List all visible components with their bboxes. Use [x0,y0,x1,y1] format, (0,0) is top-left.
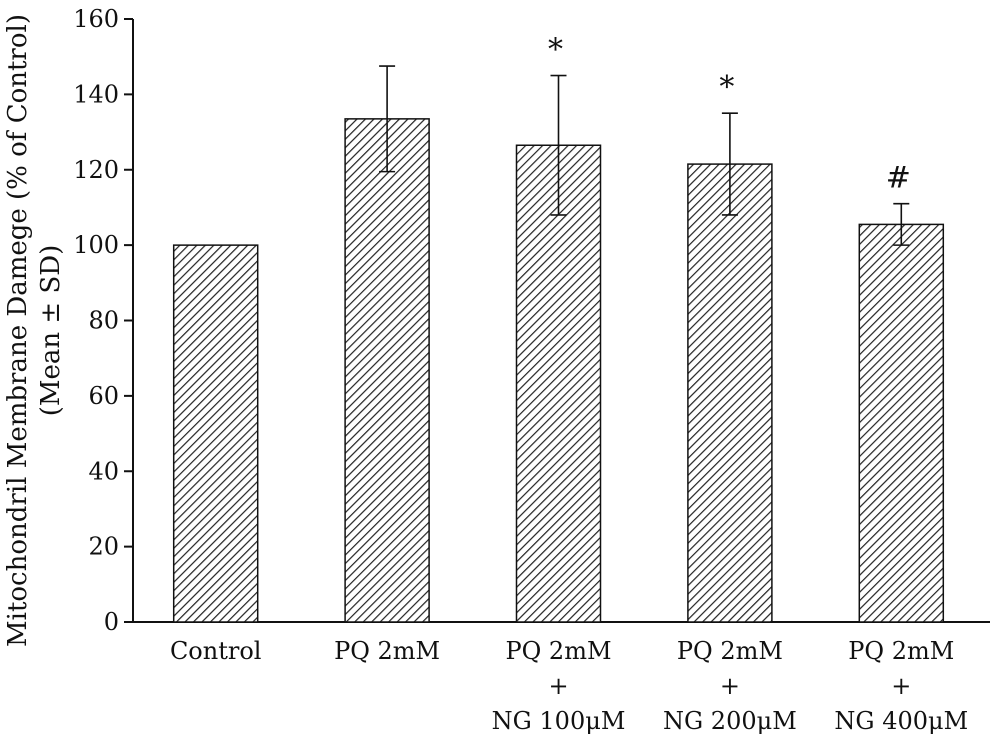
x-category-label: PQ 2mM [848,637,954,665]
x-category-label: PQ 2mM [677,637,783,665]
x-category-label: PQ 2mM [334,637,440,665]
significance-marker: # [886,161,911,196]
x-category-label: + [548,672,568,700]
y-tick-label: 20 [88,533,119,561]
error-bars [379,65,910,246]
bars [172,118,945,623]
x-category-label: NG 100μM [492,707,626,735]
significance-marker: * [719,70,734,105]
x-category-label: + [891,672,911,700]
y-tick-label: 60 [88,382,119,410]
y-axis-title: Mitochondril Membrane Damege (% of Contr… [3,14,66,647]
bar [858,223,945,623]
significance-marker: * [548,33,563,68]
bar [172,244,259,623]
y-tick-label: 140 [73,80,119,108]
x-category-label: Control [170,637,262,665]
x-category-label: + [720,672,740,700]
y-tick-label: 40 [88,457,119,485]
bar [344,118,430,623]
bar [515,144,602,623]
y-tick-label: 160 [73,5,119,33]
y-tick-label: 0 [104,608,119,636]
significance-markers: * * # [548,33,911,196]
y-axis-title-line: (Mean ± SD) [36,245,66,417]
y-tick-label: 120 [73,156,119,184]
y-tick-label: 80 [88,307,119,335]
bar [687,163,773,623]
x-category-label: PQ 2mM [505,637,611,665]
x-category-labels: Control PQ 2mM PQ 2mM + NG 100μM PQ 2mM + NG 20… [170,637,968,735]
y-ticks: 0 20 40 60 80 100 120 140 160 [73,5,133,636]
y-axis-title-line: Mitochondril Membrane Damege (% of Contr… [3,14,33,647]
x-category-label: NG 400μM [834,707,968,735]
x-category-label: NG 200μM [663,707,797,735]
y-tick-label: 100 [73,231,119,259]
